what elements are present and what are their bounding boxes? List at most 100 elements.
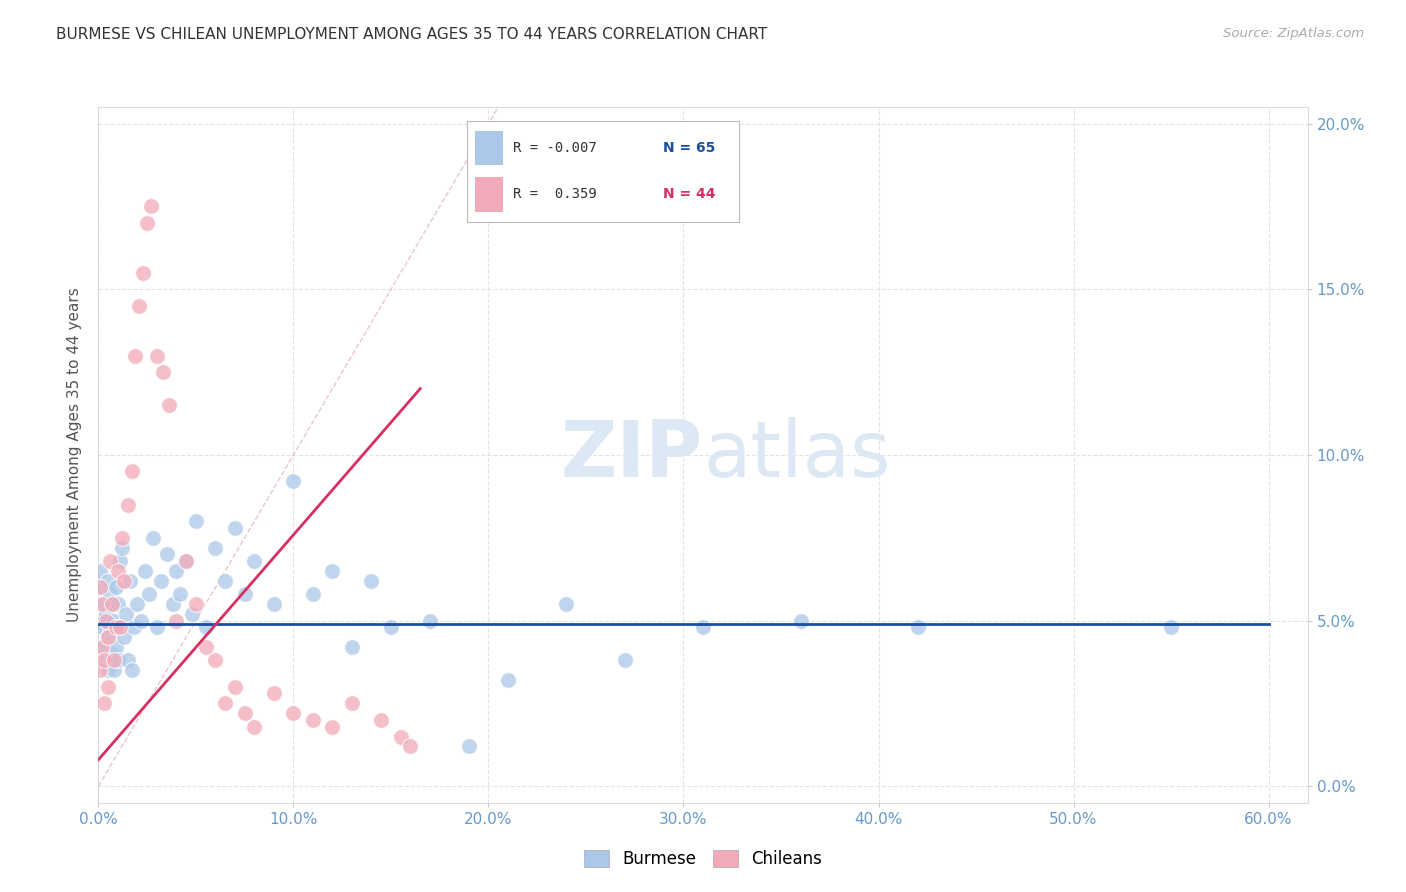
Point xyxy=(103,663,125,677)
Point xyxy=(104,581,127,595)
Point xyxy=(214,574,236,588)
Point xyxy=(204,653,226,667)
Point xyxy=(263,686,285,700)
Point xyxy=(91,640,114,654)
Point xyxy=(1160,620,1182,634)
Point xyxy=(302,713,325,727)
Point xyxy=(224,680,246,694)
Point xyxy=(98,587,121,601)
Point xyxy=(340,697,363,711)
Point xyxy=(184,514,207,528)
Text: Source: ZipAtlas.com: Source: ZipAtlas.com xyxy=(1223,27,1364,40)
Point xyxy=(419,614,441,628)
Point xyxy=(132,266,155,280)
Point xyxy=(108,554,131,568)
Point xyxy=(243,720,266,734)
Point xyxy=(93,640,115,654)
Point xyxy=(103,653,125,667)
Text: atlas: atlas xyxy=(703,417,890,493)
Point xyxy=(169,587,191,601)
Point xyxy=(370,713,392,727)
Point xyxy=(458,739,481,754)
Point xyxy=(89,564,111,578)
Point xyxy=(107,653,129,667)
Point xyxy=(108,620,131,634)
Point xyxy=(107,597,129,611)
Point xyxy=(97,630,120,644)
Point xyxy=(89,663,111,677)
Point xyxy=(89,581,111,595)
Point xyxy=(107,564,129,578)
Point xyxy=(103,614,125,628)
Point xyxy=(165,614,187,628)
Point xyxy=(96,607,118,621)
Point xyxy=(321,720,343,734)
Text: BURMESE VS CHILEAN UNEMPLOYMENT AMONG AGES 35 TO 44 YEARS CORRELATION CHART: BURMESE VS CHILEAN UNEMPLOYMENT AMONG AG… xyxy=(56,27,768,42)
Point xyxy=(165,564,187,578)
Point xyxy=(156,547,179,561)
Point xyxy=(496,673,519,688)
Point xyxy=(117,653,139,667)
Point xyxy=(97,574,120,588)
Point xyxy=(233,706,256,721)
Point xyxy=(91,597,114,611)
Point xyxy=(117,498,139,512)
Point xyxy=(243,554,266,568)
Point xyxy=(121,663,143,677)
Point xyxy=(194,640,217,654)
Point xyxy=(555,597,578,611)
Point xyxy=(101,597,124,611)
Point xyxy=(283,475,305,489)
Point xyxy=(214,697,236,711)
Point xyxy=(181,607,204,621)
Point xyxy=(134,564,156,578)
Point xyxy=(112,630,135,644)
Point xyxy=(907,620,929,634)
Point xyxy=(380,620,402,634)
Y-axis label: Unemployment Among Ages 35 to 44 years: Unemployment Among Ages 35 to 44 years xyxy=(66,287,82,623)
Point xyxy=(122,620,145,634)
Point xyxy=(283,706,305,721)
Point xyxy=(162,597,184,611)
Point xyxy=(136,216,159,230)
Point xyxy=(112,574,135,588)
Point xyxy=(104,640,127,654)
Point xyxy=(692,620,714,634)
Point xyxy=(98,554,121,568)
Point xyxy=(104,620,127,634)
Point xyxy=(111,541,134,555)
Legend: Burmese, Chileans: Burmese, Chileans xyxy=(578,843,828,874)
Point xyxy=(97,630,120,644)
Point xyxy=(146,620,169,634)
Point xyxy=(111,531,134,545)
Point xyxy=(360,574,382,588)
Point xyxy=(96,653,118,667)
Point xyxy=(789,614,811,628)
Point xyxy=(89,614,111,628)
Point xyxy=(97,663,120,677)
Point xyxy=(101,647,124,661)
Point xyxy=(174,554,197,568)
Point xyxy=(142,531,165,545)
Point xyxy=(302,587,325,601)
Point xyxy=(97,680,120,694)
Point xyxy=(114,607,136,621)
Point xyxy=(174,554,197,568)
Point xyxy=(149,574,172,588)
Point xyxy=(157,398,180,412)
Point xyxy=(93,597,115,611)
Point xyxy=(204,541,226,555)
Point xyxy=(233,587,256,601)
Point xyxy=(321,564,343,578)
Point xyxy=(224,521,246,535)
Point xyxy=(91,581,114,595)
Point xyxy=(139,199,162,213)
Point xyxy=(93,697,115,711)
Point xyxy=(389,730,412,744)
Point xyxy=(127,597,149,611)
Point xyxy=(101,597,124,611)
Point xyxy=(184,597,207,611)
Point xyxy=(194,620,217,634)
Point xyxy=(96,614,118,628)
Point xyxy=(131,614,153,628)
